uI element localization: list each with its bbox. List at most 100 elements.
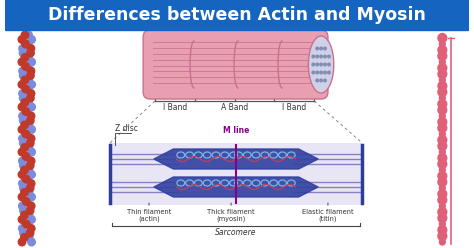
Circle shape <box>438 208 447 217</box>
Circle shape <box>438 88 447 96</box>
Circle shape <box>27 72 34 79</box>
Circle shape <box>439 95 445 101</box>
Circle shape <box>27 162 34 169</box>
Circle shape <box>316 55 319 58</box>
Circle shape <box>438 159 447 168</box>
Circle shape <box>21 121 28 129</box>
Circle shape <box>438 33 447 42</box>
Circle shape <box>24 198 31 205</box>
Circle shape <box>19 67 26 75</box>
Circle shape <box>439 185 445 191</box>
Circle shape <box>438 154 447 162</box>
Circle shape <box>18 148 26 156</box>
Circle shape <box>22 198 30 205</box>
Text: Myofibril: Myofibril <box>218 24 254 33</box>
Circle shape <box>18 238 26 246</box>
Circle shape <box>27 117 34 124</box>
Circle shape <box>22 153 30 160</box>
Circle shape <box>28 171 35 178</box>
Circle shape <box>19 117 27 124</box>
Circle shape <box>27 94 34 102</box>
Circle shape <box>18 171 26 178</box>
Circle shape <box>438 69 447 79</box>
Circle shape <box>312 55 315 58</box>
Circle shape <box>438 63 447 72</box>
Circle shape <box>27 49 34 57</box>
Circle shape <box>438 142 447 151</box>
Circle shape <box>27 112 35 120</box>
Circle shape <box>18 36 26 43</box>
Circle shape <box>18 157 26 165</box>
Circle shape <box>312 63 315 66</box>
Circle shape <box>324 79 326 82</box>
Circle shape <box>316 71 319 74</box>
Circle shape <box>20 234 28 241</box>
Circle shape <box>320 71 322 74</box>
Text: Thin filament
(actin): Thin filament (actin) <box>127 209 171 222</box>
Circle shape <box>27 157 35 165</box>
Circle shape <box>316 47 319 50</box>
Circle shape <box>18 103 26 111</box>
Circle shape <box>320 79 322 82</box>
Text: Z disc: Z disc <box>115 124 137 133</box>
Circle shape <box>24 130 31 138</box>
Circle shape <box>324 63 326 66</box>
Circle shape <box>21 76 28 84</box>
Circle shape <box>19 112 26 120</box>
Circle shape <box>316 79 319 82</box>
Circle shape <box>18 81 26 88</box>
Circle shape <box>21 211 28 219</box>
Circle shape <box>19 184 27 192</box>
Circle shape <box>22 220 30 228</box>
Circle shape <box>438 52 447 61</box>
Text: Elastic filament
(titin): Elastic filament (titin) <box>302 209 354 222</box>
Circle shape <box>18 216 26 223</box>
Circle shape <box>18 58 26 66</box>
Circle shape <box>320 63 322 66</box>
Polygon shape <box>154 177 318 197</box>
Circle shape <box>27 135 35 142</box>
Text: I Band: I Band <box>282 103 307 112</box>
Circle shape <box>438 178 447 186</box>
Circle shape <box>439 203 445 209</box>
Circle shape <box>438 172 447 181</box>
Circle shape <box>320 47 322 50</box>
Circle shape <box>27 202 35 210</box>
Circle shape <box>18 126 26 133</box>
Circle shape <box>27 67 35 75</box>
Circle shape <box>22 40 29 48</box>
Circle shape <box>28 193 35 201</box>
Circle shape <box>438 118 447 126</box>
Circle shape <box>19 135 26 142</box>
Circle shape <box>22 108 29 115</box>
Circle shape <box>439 167 445 173</box>
Circle shape <box>25 121 33 129</box>
Circle shape <box>320 55 322 58</box>
Circle shape <box>24 63 32 70</box>
Circle shape <box>438 214 447 222</box>
Circle shape <box>26 234 33 241</box>
Circle shape <box>439 77 445 83</box>
Text: I Band: I Band <box>163 103 187 112</box>
Circle shape <box>27 229 34 237</box>
Circle shape <box>24 153 31 160</box>
Circle shape <box>324 55 326 58</box>
Circle shape <box>24 220 31 228</box>
Circle shape <box>439 59 445 65</box>
Circle shape <box>22 175 30 183</box>
Circle shape <box>28 238 35 246</box>
Circle shape <box>20 229 27 237</box>
Circle shape <box>27 180 35 187</box>
Circle shape <box>19 94 27 102</box>
Circle shape <box>438 189 447 198</box>
Circle shape <box>438 105 447 115</box>
Circle shape <box>328 63 330 66</box>
Circle shape <box>21 144 28 151</box>
Circle shape <box>21 166 28 174</box>
Circle shape <box>18 202 26 210</box>
Text: Thick filament
(myosin): Thick filament (myosin) <box>207 209 255 222</box>
Circle shape <box>312 71 315 74</box>
Circle shape <box>438 82 447 91</box>
Circle shape <box>24 40 32 48</box>
Circle shape <box>439 221 445 227</box>
